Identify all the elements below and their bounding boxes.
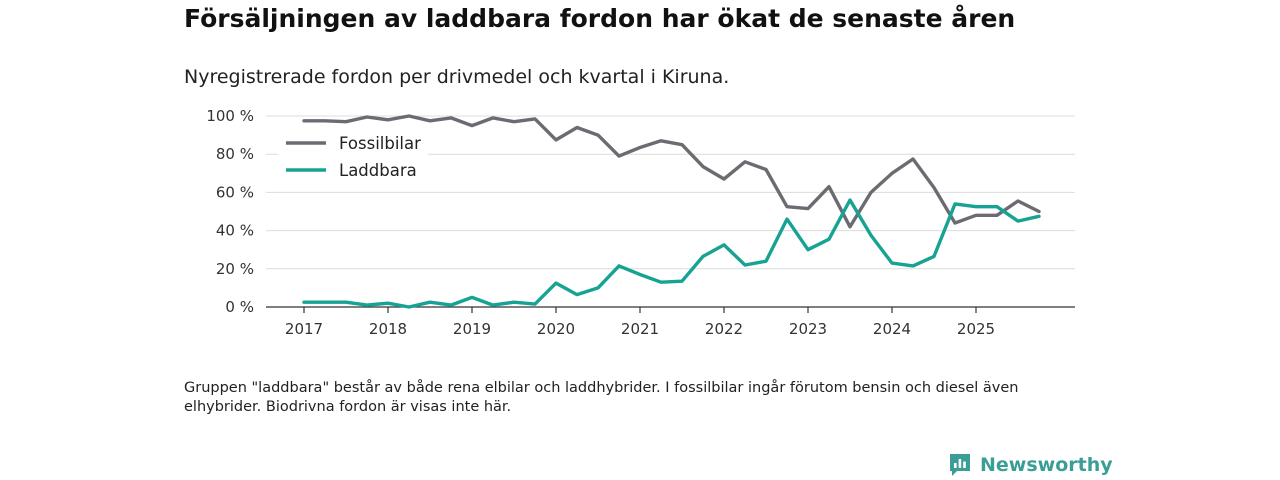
series-lines	[302, 114, 1041, 309]
chart-title: Försäljningen av laddbara fordon har öka…	[184, 4, 1016, 33]
y-tick-label: 0 %	[225, 298, 254, 316]
series-line-fossilbilar	[302, 114, 1041, 229]
legend: Fossilbilar Laddbara	[278, 128, 428, 184]
y-tick-label: 40 %	[216, 222, 254, 240]
x-axis: 2017 2018 2019 2020 2021 2022 2023 2024 2025	[266, 306, 1075, 338]
legend-label: Fossilbilar	[339, 134, 421, 153]
legend-background	[278, 128, 428, 184]
x-tick-label: 2018	[369, 320, 407, 338]
y-tick-label: 60 %	[216, 183, 254, 201]
line-chart: 0 % 20 % 40 % 60 % 80 % 100 % 2017 2018 2019 202…	[206, 107, 1075, 338]
y-axis: 0 % 20 % 40 % 60 % 80 % 100 %	[206, 107, 254, 316]
x-tick-label: 2024	[873, 320, 911, 338]
y-tick-label: 80 %	[216, 145, 254, 163]
legend-label: Laddbara	[339, 161, 417, 180]
y-tick-label: 20 %	[216, 260, 254, 278]
brand-name: Newsworthy	[980, 454, 1113, 476]
x-tick-label: 2023	[789, 320, 827, 338]
newsworthy-logo-icon	[950, 454, 970, 476]
x-tick-label: 2025	[957, 320, 995, 338]
brand-logo[interactable]: Newsworthy	[948, 452, 1113, 478]
footnote: Gruppen "laddbara" består av både rena e…	[184, 380, 1019, 415]
x-tick-label: 2022	[705, 320, 743, 338]
x-tick-label: 2020	[537, 320, 575, 338]
x-tick-label: 2017	[285, 320, 323, 338]
chart-subtitle: Nyregistrerade fordon per drivmedel och …	[184, 66, 730, 88]
x-tick-label: 2019	[453, 320, 491, 338]
y-tick-label: 100 %	[206, 107, 254, 125]
x-tick-label: 2021	[621, 320, 659, 338]
series-line-laddbara	[302, 198, 1041, 309]
